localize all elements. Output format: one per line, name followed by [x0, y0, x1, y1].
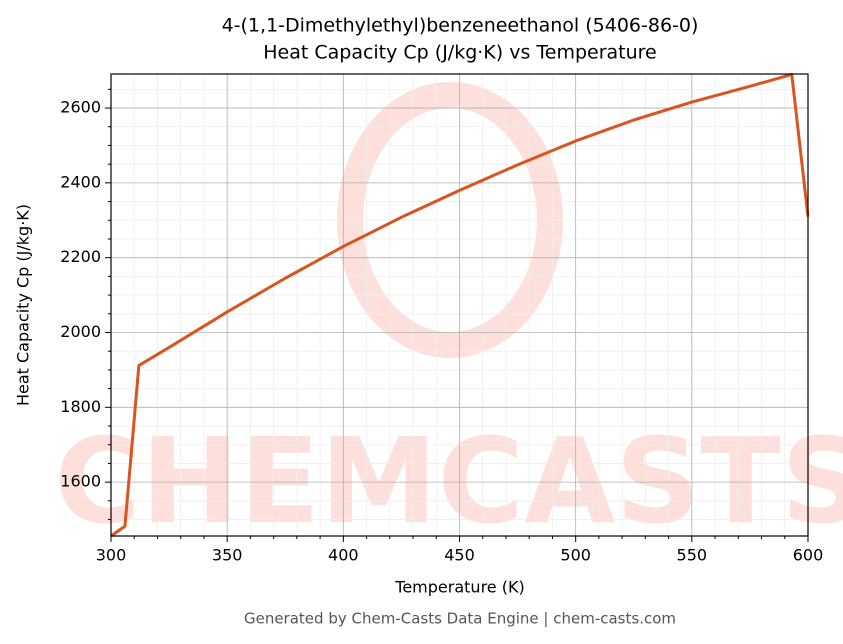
data-line: [110, 72, 810, 538]
chart-subtitle: Heat Capacity Cp (J/kg·K) vs Temperature: [263, 42, 657, 64]
x-tick-label: 300: [96, 546, 127, 565]
y-tick-label: 2600: [60, 98, 101, 117]
chart-title: 4-(1,1-Dimethylethyl)benzeneethanol (540…: [222, 15, 699, 37]
x-tick-label: 600: [793, 546, 824, 565]
footer: Generated by Chem-Casts Data Engine | ch…: [244, 610, 676, 628]
y-tick-label: 2000: [60, 322, 101, 341]
y-tick-label: 1600: [60, 472, 101, 491]
x-tick-label: 400: [328, 546, 359, 565]
x-axis-label: Temperature (K): [394, 578, 524, 597]
x-tick-label: 450: [444, 546, 475, 565]
y-tick-label: 1800: [60, 397, 101, 416]
x-tick-label: 350: [212, 546, 243, 565]
x-tick-label: 550: [677, 546, 708, 565]
plot-frame: [110, 73, 809, 537]
y-tick-label: 2400: [60, 172, 101, 191]
y-axis-label: Heat Capacity Cp (J/kg·K): [14, 204, 33, 406]
x-tick-label: 500: [560, 546, 591, 565]
watermark: CHEMCASTS: [54, 412, 843, 550]
y-tick-label: 2200: [60, 247, 101, 266]
